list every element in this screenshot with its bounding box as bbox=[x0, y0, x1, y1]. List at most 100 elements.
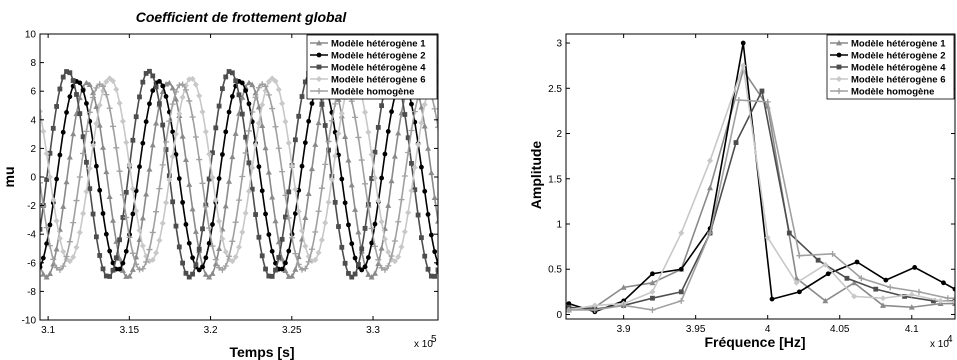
frequency-chart-legend-marker bbox=[836, 52, 842, 58]
frequency-chart-legend-item: Modèle homogène bbox=[830, 87, 934, 98]
time-chart-point-modele-heterogene-2 bbox=[425, 212, 431, 217]
time-chart-legend-label: Modèle hétérogène 2 bbox=[331, 51, 426, 62]
frequency-chart-x-tick-label: 3.95 bbox=[686, 324, 706, 335]
frequency-chart-point-modele-heterogene-4 bbox=[815, 257, 821, 263]
time-chart-point-modele-heterogene-1 bbox=[259, 122, 266, 129]
time-chart-point-modele-heterogene-6 bbox=[375, 197, 382, 204]
frequency-chart-point-modele-heterogene-2 bbox=[952, 286, 955, 292]
time-chart-point-modele-homogene bbox=[126, 234, 133, 241]
time-chart-point-modele-homogene bbox=[325, 138, 332, 145]
frequency-chart-point-modele-homogene bbox=[707, 230, 714, 237]
time-chart-point-modele-homogene bbox=[40, 203, 47, 210]
time-chart: Coefficient de frottement global mu Temp… bbox=[1, 9, 439, 360]
time-chart-point-modele-heterogene-1 bbox=[96, 122, 103, 128]
time-chart-point-modele-heterogene-2 bbox=[183, 222, 189, 227]
time-chart-point-modele-heterogene-6 bbox=[60, 248, 67, 255]
time-chart-point-modele-heterogene-6 bbox=[239, 229, 246, 236]
time-chart-point-modele-heterogene-2 bbox=[77, 80, 83, 86]
time-chart-point-modele-heterogene-4 bbox=[110, 267, 116, 273]
time-chart-point-modele-heterogene-1 bbox=[272, 217, 279, 224]
time-chart-point-modele-homogene bbox=[275, 145, 282, 152]
time-chart-point-modele-heterogene-6 bbox=[371, 174, 378, 181]
time-chart-point-modele-heterogene-6 bbox=[415, 141, 422, 148]
time-chart-point-modele-heterogene-2 bbox=[428, 232, 434, 238]
time-chart-point-modele-homogene bbox=[113, 144, 120, 151]
time-chart-point-modele-homogene bbox=[139, 265, 146, 272]
time-chart-series-modele-heterogene-4 bbox=[40, 68, 438, 280]
time-chart-point-modele-homogene bbox=[252, 94, 259, 101]
time-chart-point-modele-heterogene-6 bbox=[395, 253, 402, 260]
time-chart-legend-item: Modèle hétérogène 2 bbox=[310, 51, 426, 62]
time-chart-point-modele-heterogene-6 bbox=[362, 109, 369, 116]
time-chart-point-modele-heterogene-4 bbox=[90, 211, 96, 217]
time-chart-point-modele-heterogene-6 bbox=[206, 151, 213, 158]
time-chart-point-modele-heterogene-6 bbox=[40, 108, 43, 115]
time-chart-point-modele-heterogene-6 bbox=[259, 101, 266, 108]
time-chart-point-modele-heterogene-4 bbox=[346, 271, 351, 276]
time-chart-y-tick-label: 6 bbox=[30, 87, 36, 98]
time-chart-point-modele-heterogene-4 bbox=[170, 199, 176, 205]
frequency-chart-point-modele-heterogene-1 bbox=[822, 297, 829, 304]
time-chart-point-modele-homogene bbox=[269, 105, 276, 112]
time-chart-point-modele-heterogene-1 bbox=[348, 181, 355, 188]
time-chart-point-modele-heterogene-1 bbox=[86, 81, 93, 88]
time-chart-point-modele-heterogene-2 bbox=[117, 266, 122, 272]
time-chart-point-modele-heterogene-1 bbox=[292, 266, 299, 272]
frequency-chart-point-modele-heterogene-2 bbox=[883, 277, 889, 283]
time-chart-point-modele-heterogene-4 bbox=[339, 244, 345, 250]
time-chart-point-modele-heterogene-6 bbox=[292, 186, 299, 193]
time-chart-point-modele-heterogene-4 bbox=[183, 270, 189, 276]
time-chart-point-modele-homogene bbox=[265, 91, 272, 98]
time-chart-point-modele-homogene bbox=[106, 105, 113, 112]
frequency-chart-point-modele-heterogene-6 bbox=[649, 288, 656, 295]
time-chart-point-modele-homogene bbox=[381, 266, 388, 273]
time-chart-point-modele-heterogene-2 bbox=[286, 248, 292, 254]
time-chart-point-modele-homogene bbox=[249, 108, 256, 115]
time-chart-point-modele-heterogene-4 bbox=[336, 224, 341, 229]
time-chart-point-modele-heterogene-4 bbox=[147, 68, 152, 74]
frequency-chart-point-modele-heterogene-6 bbox=[591, 302, 598, 309]
time-chart-point-modele-homogene bbox=[255, 84, 262, 91]
time-chart-legend-label: Modèle hétérogène 4 bbox=[331, 63, 426, 74]
time-chart-point-modele-heterogene-2 bbox=[176, 176, 182, 181]
time-chart-point-modele-homogene bbox=[119, 191, 126, 198]
time-chart-point-modele-heterogene-6 bbox=[189, 75, 196, 82]
time-chart-point-modele-homogene bbox=[398, 196, 405, 203]
time-chart-point-modele-homogene bbox=[103, 91, 110, 98]
time-chart-point-modele-heterogene-4 bbox=[229, 70, 235, 76]
time-chart-point-modele-heterogene-4 bbox=[133, 114, 139, 120]
frequency-chart-point-modele-heterogene-4 bbox=[733, 140, 739, 145]
time-chart-point-modele-heterogene-6 bbox=[418, 119, 425, 126]
frequency-chart-xlabel: Fréquence [Hz] bbox=[704, 334, 805, 350]
time-chart-point-modele-heterogene-2 bbox=[200, 264, 205, 270]
time-chart-point-modele-heterogene-2 bbox=[107, 248, 113, 254]
time-chart-point-modele-heterogene-1 bbox=[202, 271, 209, 277]
frequency-chart-legend-item: Modèle hétérogène 6 bbox=[830, 75, 946, 86]
time-chart-point-modele-homogene bbox=[153, 208, 160, 215]
time-chart-point-modele-heterogene-6 bbox=[186, 76, 193, 83]
time-chart-point-modele-homogene bbox=[172, 88, 179, 95]
time-chart-point-modele-heterogene-4 bbox=[84, 159, 89, 165]
time-chart-point-modele-homogene bbox=[40, 179, 43, 186]
frequency-chart-point-modele-heterogene-2 bbox=[678, 266, 684, 272]
time-chart-point-modele-homogene bbox=[159, 161, 166, 168]
time-chart-point-modele-heterogene-1 bbox=[312, 141, 319, 147]
time-chart-point-modele-heterogene-4 bbox=[409, 160, 414, 166]
time-chart-point-modele-heterogene-1 bbox=[418, 104, 425, 110]
frequency-chart-legend-label: Modèle hétérogène 2 bbox=[851, 51, 946, 62]
time-chart-point-modele-heterogene-6 bbox=[159, 220, 166, 227]
time-chart-point-modele-heterogene-4 bbox=[67, 70, 73, 76]
time-chart-point-modele-heterogene-2 bbox=[40, 255, 46, 261]
time-chart-point-modele-heterogene-6 bbox=[322, 219, 329, 226]
time-chart-point-modele-heterogene-1 bbox=[262, 144, 269, 151]
time-chart-point-modele-homogene bbox=[305, 258, 312, 265]
time-chart-point-modele-heterogene-4 bbox=[113, 255, 119, 261]
time-chart-point-modele-heterogene-4 bbox=[299, 94, 305, 99]
time-chart-y-tick-label: 4 bbox=[30, 115, 36, 126]
time-chart-point-modele-homogene bbox=[312, 229, 319, 236]
time-chart-point-modele-heterogene-6 bbox=[172, 130, 179, 137]
frequency-chart-point-modele-heterogene-4 bbox=[678, 289, 684, 295]
time-chart-point-modele-heterogene-1 bbox=[385, 202, 392, 208]
time-chart-y-tick-label: -2 bbox=[27, 201, 36, 212]
